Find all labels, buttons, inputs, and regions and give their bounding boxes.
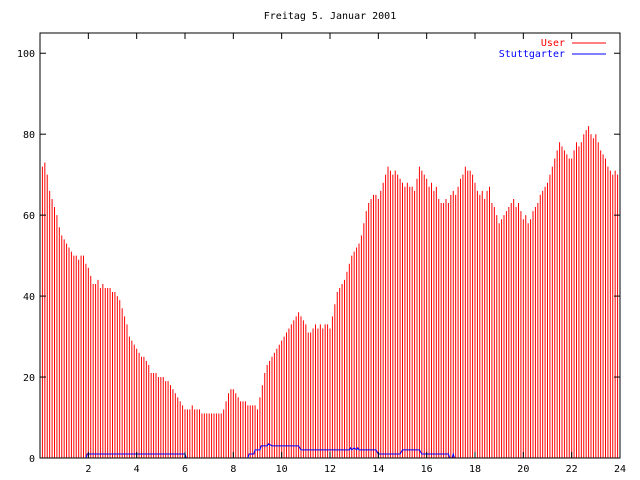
stuttgarter-line — [40, 443, 620, 459]
y-tick-label: 60 — [23, 211, 35, 222]
y-tick-label: 0 — [29, 454, 35, 465]
x-tick-label: 8 — [230, 464, 236, 475]
y-tick-label: 100 — [17, 49, 35, 60]
legend-label-user: User — [541, 38, 565, 49]
y-tick-label: 20 — [23, 373, 35, 384]
x-tick-label: 10 — [276, 464, 288, 475]
x-tick-label: 14 — [372, 464, 384, 475]
chart-title: Freitag 5. Januar 2001 — [264, 11, 396, 22]
x-tick-label: 6 — [182, 464, 188, 475]
legend-label-stuttgarter: Stuttgarter — [499, 49, 565, 60]
x-tick-label: 24 — [614, 464, 626, 475]
x-tick-label: 2 — [85, 464, 91, 475]
legend: User Stuttgarter — [499, 38, 606, 60]
x-tick-label: 20 — [517, 464, 529, 475]
y-tick-label: 80 — [23, 130, 35, 141]
x-tick-label: 18 — [469, 464, 481, 475]
x-tick-label: 12 — [324, 464, 336, 475]
user-bars — [39, 126, 619, 458]
x-tick-label: 22 — [566, 464, 578, 475]
x-tick-label: 4 — [134, 464, 140, 475]
x-tick-label: 16 — [421, 464, 433, 475]
stuttgarter-line-group — [40, 443, 620, 459]
y-tick-label: 40 — [23, 292, 35, 303]
